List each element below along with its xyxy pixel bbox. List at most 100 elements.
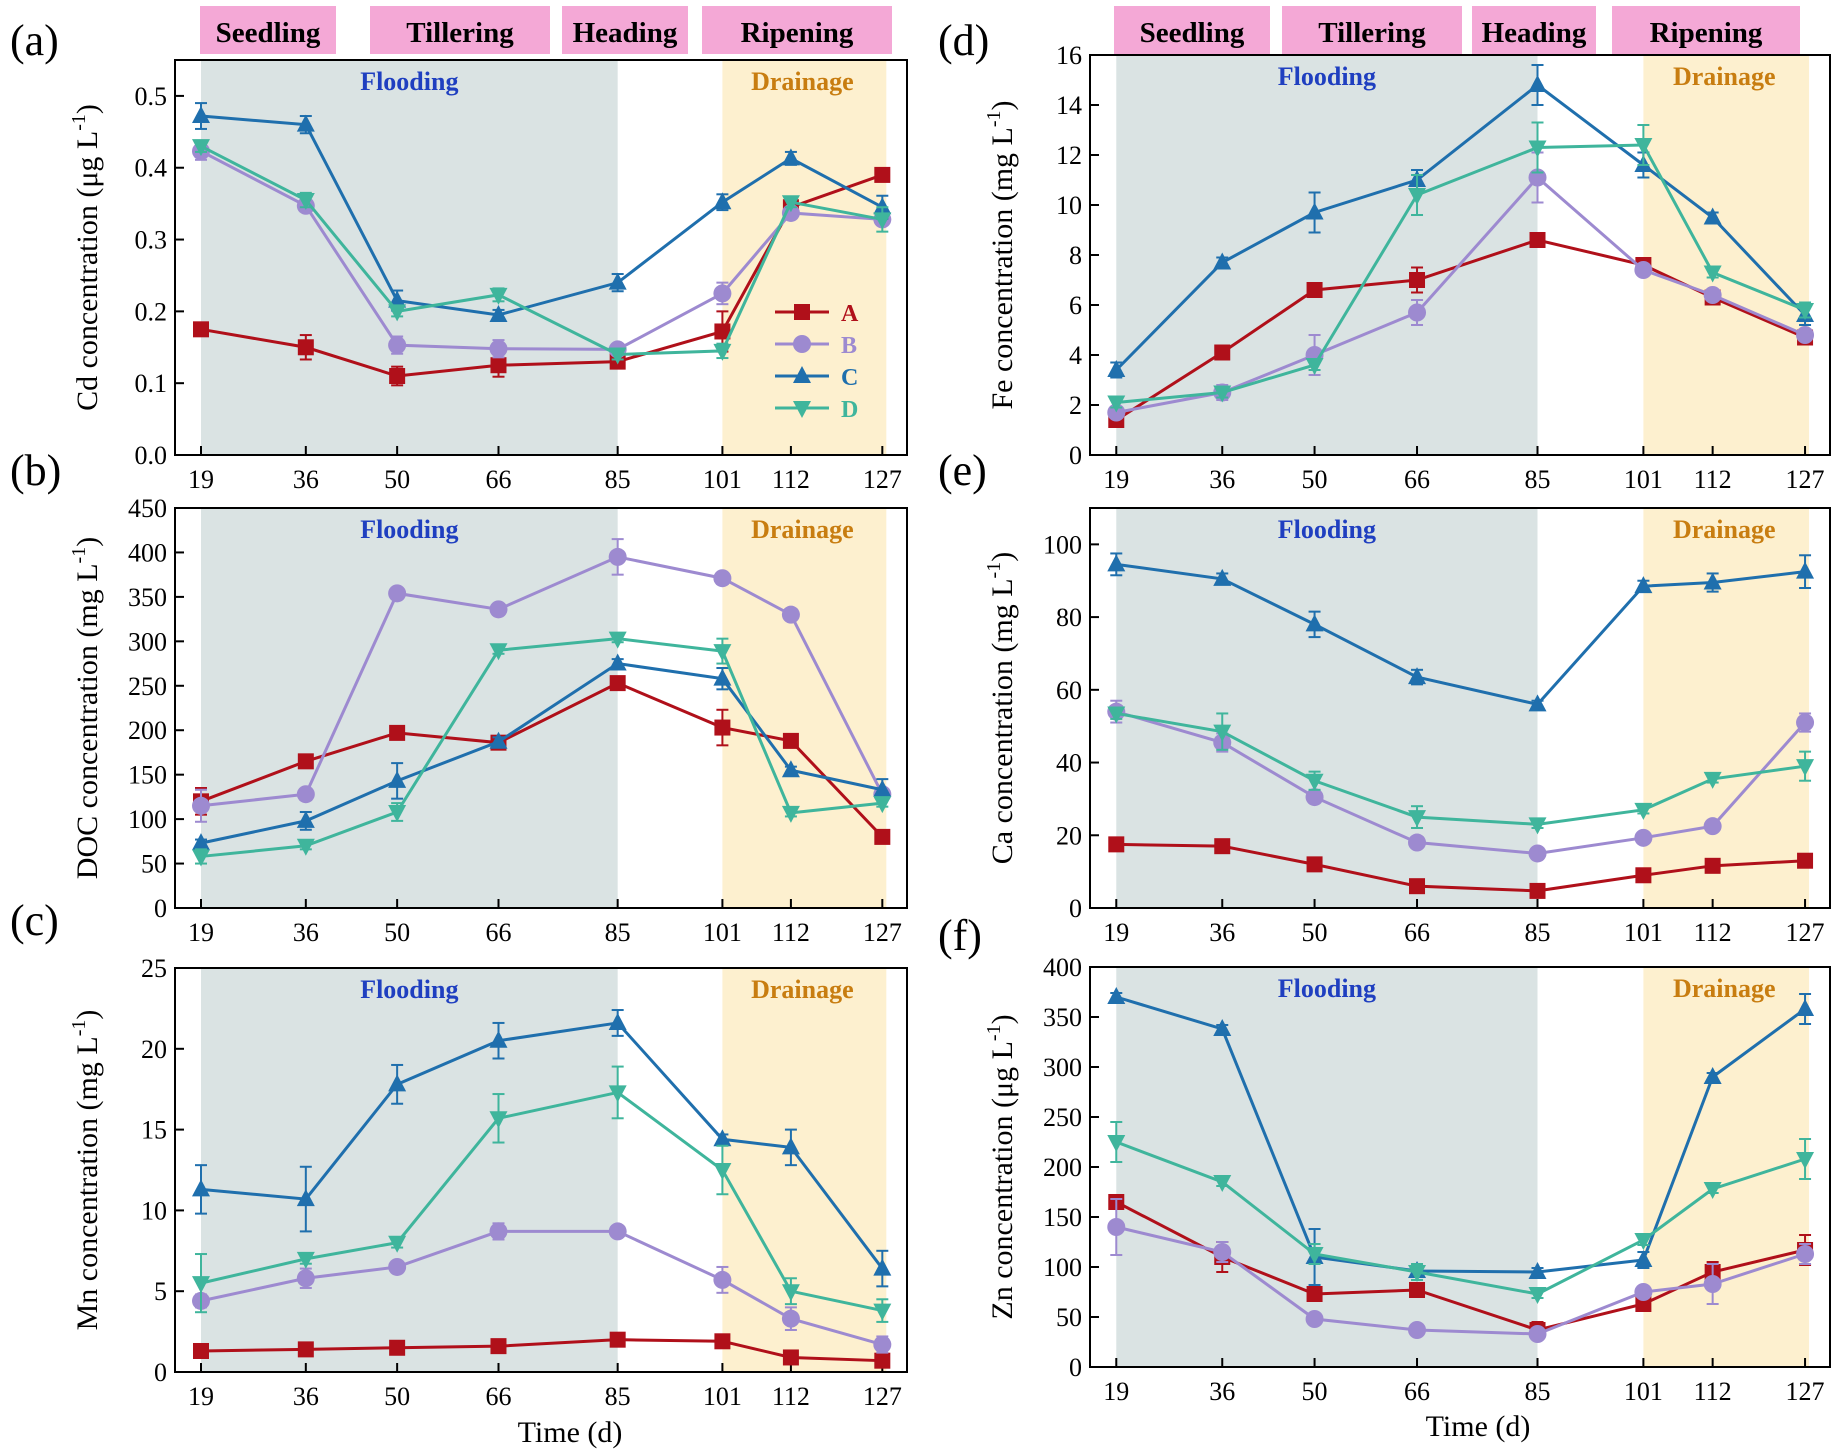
x-tick-label: 127 xyxy=(863,465,902,494)
data-point xyxy=(1528,1287,1547,1304)
series-line xyxy=(200,661,883,845)
y-tick-label: 16 xyxy=(1056,41,1082,70)
series-D xyxy=(1107,706,1815,835)
data-point xyxy=(713,644,732,662)
stage-label-seedling-left: Seedling xyxy=(216,17,321,49)
data-point xyxy=(489,1111,508,1129)
y-tick-label: 20 xyxy=(141,1035,167,1064)
data-point xyxy=(714,719,731,736)
x-tick-label: 19 xyxy=(188,918,214,947)
data-point xyxy=(1703,1182,1722,1199)
x-tick-label: 66 xyxy=(1404,465,1430,494)
data-point xyxy=(608,653,627,671)
series-line xyxy=(1116,562,1806,707)
x-tick-label: 50 xyxy=(384,918,410,947)
data-point xyxy=(713,192,732,210)
data-point xyxy=(781,805,800,823)
y-tick-label: 100 xyxy=(1043,1253,1082,1282)
x-tick-label: 50 xyxy=(1302,465,1328,494)
x-tick-label: 112 xyxy=(772,918,810,947)
x-tick-label: 112 xyxy=(772,1382,810,1411)
y-tick-label: 0.2 xyxy=(135,297,168,326)
data-point xyxy=(1634,1233,1653,1250)
flooding-band xyxy=(200,968,618,1372)
data-point xyxy=(389,1339,406,1356)
data-point xyxy=(1528,694,1547,712)
y-axis-title: Mn concentration (mg L-1) xyxy=(68,1010,104,1331)
drainage-label: Drainage xyxy=(751,975,854,1004)
y-axis-title: Fe concentration (mg L-1) xyxy=(983,100,1019,409)
data-point xyxy=(1213,1019,1232,1036)
data-point xyxy=(1213,1175,1232,1192)
flooding-band xyxy=(200,508,618,908)
data-point xyxy=(191,1276,210,1294)
data-point xyxy=(1634,138,1653,155)
series-D xyxy=(191,139,892,365)
data-point xyxy=(874,166,891,183)
data-point xyxy=(874,828,891,845)
data-point xyxy=(1107,1218,1126,1236)
data-point xyxy=(1305,773,1324,791)
series-line xyxy=(200,637,883,858)
series-line xyxy=(1115,1225,1806,1336)
data-point xyxy=(1408,810,1427,828)
data-point xyxy=(1409,878,1426,895)
data-point xyxy=(1634,576,1653,594)
data-point xyxy=(1213,724,1232,742)
data-point xyxy=(873,1258,892,1276)
data-point xyxy=(1704,857,1721,874)
data-point xyxy=(608,547,627,566)
stage-box-ripening-left xyxy=(702,6,892,54)
y-axis-title: DOC concentration (mg L-1) xyxy=(68,537,104,879)
data-point xyxy=(1528,1325,1547,1343)
stage-box-tillering-right xyxy=(1282,6,1462,54)
data-point xyxy=(389,724,406,741)
series-line xyxy=(200,114,884,317)
data-point xyxy=(388,1235,407,1253)
legend-marker xyxy=(793,366,811,383)
y-tick-label: 0 xyxy=(154,1358,167,1387)
data-point xyxy=(713,1270,732,1289)
data-point xyxy=(873,779,892,797)
drainage-label: Drainage xyxy=(751,67,854,96)
data-point xyxy=(296,114,315,132)
data-point xyxy=(1214,344,1231,361)
legend-marker xyxy=(794,304,810,320)
data-point xyxy=(713,343,732,361)
y-tick-label: 25 xyxy=(141,954,167,983)
y-axis-title: Ca concentration (mg L-1) xyxy=(983,552,1019,864)
y-tick-label: 60 xyxy=(1056,676,1082,705)
data-point xyxy=(191,833,210,851)
x-tick-label: 127 xyxy=(1786,918,1825,947)
y-tick-label: 8 xyxy=(1069,241,1082,270)
data-point xyxy=(192,1342,209,1359)
series-D xyxy=(191,1065,892,1323)
data-point xyxy=(713,1129,732,1147)
y-tick-label: 50 xyxy=(141,850,167,879)
flooding-band xyxy=(1116,55,1538,455)
x-tick-label: 19 xyxy=(1103,1377,1129,1406)
data-point xyxy=(1703,572,1722,590)
series-D xyxy=(191,631,892,867)
panel-letter: (c) xyxy=(10,896,59,945)
x-tick-label: 50 xyxy=(384,465,410,494)
data-point xyxy=(489,1222,508,1241)
x-tick-label: 112 xyxy=(1694,1377,1732,1406)
data-point xyxy=(1213,1243,1232,1261)
panel-c: Flooding Drainage 0 5 10 15 20 25 19 36 50 66 85 101 1… xyxy=(10,896,908,1411)
legend-marker xyxy=(793,401,811,418)
stage-header-right: Seedling Tillering Heading Ripening xyxy=(1114,6,1800,54)
y-tick-label: 400 xyxy=(1043,953,1082,982)
y-tick-label: 100 xyxy=(128,805,167,834)
series-line xyxy=(1116,711,1806,826)
series-A xyxy=(1108,836,1814,899)
x-tick-label: 85 xyxy=(1525,918,1551,947)
data-point xyxy=(388,1257,407,1276)
data-point xyxy=(297,1341,314,1358)
stage-box-heading-right xyxy=(1472,6,1596,54)
data-point xyxy=(781,605,800,624)
data-point xyxy=(781,148,800,166)
panel-letter: (a) xyxy=(10,16,59,65)
